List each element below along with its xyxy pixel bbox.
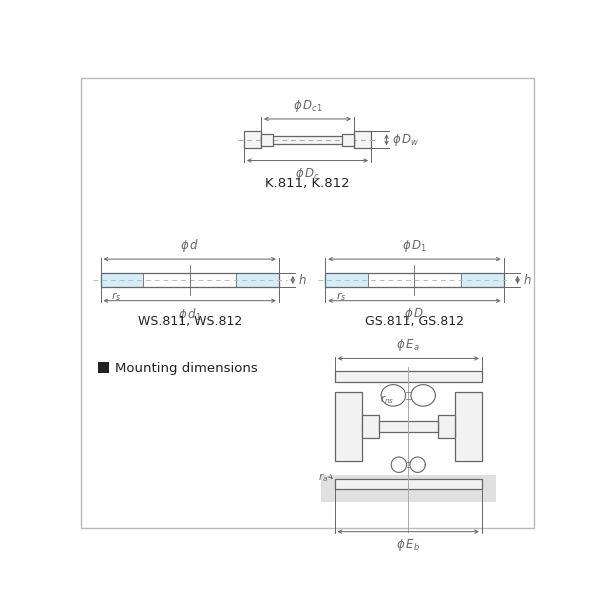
Bar — [335, 479, 482, 490]
Bar — [143, 273, 236, 287]
Text: $\phi\,D_1$: $\phi\,D_1$ — [402, 238, 427, 254]
Text: $r_a$: $r_a$ — [318, 472, 328, 484]
Text: K.811, K.812: K.811, K.812 — [265, 178, 350, 190]
Bar — [335, 392, 362, 461]
Text: $\phi\,d_1$: $\phi\,d_1$ — [178, 306, 202, 323]
Bar — [354, 131, 371, 148]
Bar — [261, 136, 354, 143]
Bar — [236, 273, 279, 287]
Text: $\phi\,E_a$: $\phi\,E_a$ — [397, 337, 420, 353]
Bar — [368, 273, 461, 287]
Text: $r_{ns}$: $r_{ns}$ — [380, 394, 394, 406]
Text: $\phi\,D_{c1}$: $\phi\,D_{c1}$ — [293, 98, 322, 113]
Text: WS.811, WS.812: WS.811, WS.812 — [137, 314, 242, 328]
Text: $r_s$: $r_s$ — [111, 290, 121, 303]
Bar — [325, 273, 368, 287]
Text: GS.811, GS.812: GS.811, GS.812 — [365, 314, 464, 328]
Bar — [438, 415, 455, 438]
Text: $h$: $h$ — [298, 273, 307, 287]
Bar — [335, 371, 482, 382]
Bar — [461, 273, 503, 287]
Text: $\phi\,D_w$: $\phi\,D_w$ — [392, 132, 419, 148]
Bar — [101, 273, 279, 287]
Text: $h$: $h$ — [523, 273, 532, 287]
Bar — [261, 134, 274, 146]
Text: $\phi\,d$: $\phi\,d$ — [180, 237, 199, 254]
Bar — [320, 475, 496, 502]
Text: $\phi\,D_c$: $\phi\,D_c$ — [295, 166, 320, 182]
Text: $r_s$: $r_s$ — [335, 290, 346, 303]
Bar — [379, 421, 438, 431]
Bar — [362, 415, 379, 438]
Bar — [98, 362, 109, 373]
Bar — [101, 273, 143, 287]
Bar — [325, 273, 503, 287]
Text: $\phi\,D$: $\phi\,D$ — [404, 306, 425, 322]
Text: $\phi\,E_b$: $\phi\,E_b$ — [396, 537, 420, 553]
Text: Mounting dimensions: Mounting dimensions — [115, 362, 258, 375]
Bar — [455, 392, 482, 461]
Bar — [244, 131, 261, 148]
Bar — [341, 134, 354, 146]
